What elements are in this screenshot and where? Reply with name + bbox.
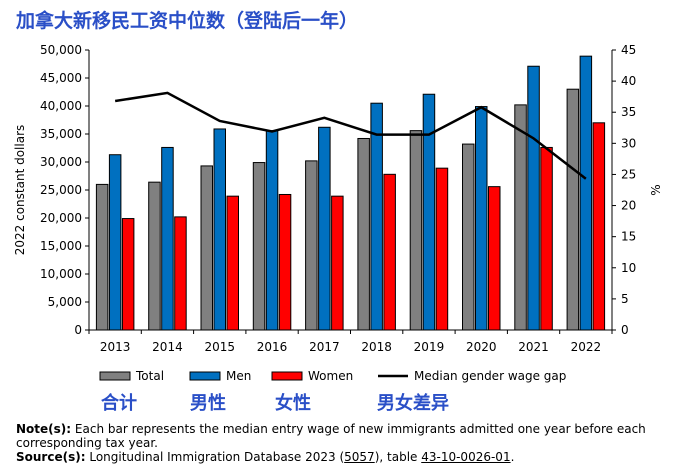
- bar-total-2017: [305, 160, 318, 331]
- source-text-1: Longitudinal Immigration Database 2023 (: [89, 450, 345, 464]
- bar-total-2022: [566, 88, 580, 331]
- legend-men-swatch: [189, 371, 221, 381]
- x-tick-label-2020: 2020: [466, 340, 497, 354]
- bar-women-2018: [383, 173, 396, 331]
- annotation-total: 合计: [101, 393, 137, 414]
- source-label: Source(s):: [16, 450, 86, 464]
- x-tick-label-2021: 2021: [518, 340, 549, 354]
- bar-women-2016: [278, 193, 292, 331]
- bar-men-2018: [370, 102, 383, 331]
- y2-tick-label-0: 0: [621, 323, 629, 337]
- bar-women-2019: [435, 167, 449, 331]
- note-line: Note(s): Each bar represents the median …: [16, 422, 661, 450]
- bar-total-2020: [462, 143, 475, 331]
- bars-group: [95, 55, 606, 331]
- bar-total-2018: [357, 137, 370, 331]
- y-tick-label-10000: 10,000: [40, 267, 82, 281]
- bar-total-2019: [409, 130, 423, 331]
- notes-block: Note(s): Each bar represents the median …: [16, 422, 661, 464]
- bar-men-2014: [161, 146, 174, 331]
- y-tick-label-45000: 45,000: [40, 71, 82, 85]
- bar-total-2014: [148, 181, 161, 331]
- source-text-3: .: [510, 450, 515, 464]
- bar-women-2022: [592, 122, 606, 331]
- chart-title: 加拿大新移民工资中位数（登陆后一年）: [16, 10, 359, 32]
- y-tick-label-40000: 40,000: [40, 99, 82, 113]
- x-tick-label-2019: 2019: [414, 340, 445, 354]
- note-label: Note(s):: [16, 422, 72, 436]
- bar-men-2020: [475, 106, 488, 331]
- y-tick-label-15000: 15,000: [40, 239, 82, 253]
- y-axis-title: 2022 constant dollars: [13, 125, 27, 256]
- y-tick-label-50000: 50,000: [40, 43, 82, 57]
- y2-tick-label-5: 5: [621, 292, 629, 306]
- y-tick-label-30000: 30,000: [40, 155, 82, 169]
- bar-men-2016: [265, 130, 279, 331]
- bar-women-2015: [226, 195, 239, 331]
- bar-men-2021: [527, 65, 540, 331]
- note-text: Each bar represents the median entry wag…: [16, 422, 646, 450]
- annotation-women: 女性: [275, 393, 311, 414]
- bar-men-2013: [108, 154, 122, 331]
- x-tick-label-2022: 2022: [571, 340, 602, 354]
- source-link-table[interactable]: 43-10-0026-01: [421, 450, 511, 464]
- legend-total-swatch: [99, 371, 131, 381]
- bar-men-2017: [318, 126, 331, 331]
- y-tick-label-5000: 5,000: [48, 295, 82, 309]
- source-text-2: ), table: [374, 450, 422, 464]
- x-tick-label-2017: 2017: [309, 340, 340, 354]
- bar-women-2017: [331, 195, 344, 331]
- y2-tick-label-40: 40: [621, 74, 636, 88]
- y-tick-label-35000: 35,000: [40, 127, 82, 141]
- y2-tick-label-25: 25: [621, 167, 636, 181]
- y-tick-label-25000: 25,000: [40, 183, 82, 197]
- y2-tick-label-35: 35: [621, 105, 636, 119]
- chart-svg: 2013 2014 2015 2016 2017 2018 2019 2020 2021 2022…: [13, 43, 663, 383]
- y-tick-label-20000: 20,000: [40, 211, 82, 225]
- gap-line-group: [114, 91, 587, 180]
- bar-men-2015: [213, 128, 226, 331]
- y2-tick-label-10: 10: [621, 261, 636, 275]
- legend-men-label: Men: [226, 369, 251, 383]
- x-tick-label-2016: 2016: [257, 340, 288, 354]
- bar-women-2014: [174, 216, 187, 331]
- y2-tick-label-15: 15: [621, 230, 636, 244]
- bar-women-2020: [488, 186, 501, 331]
- y2-tick-label-20: 20: [621, 199, 636, 213]
- bar-total-2013: [95, 183, 109, 331]
- x-tick-label-2013: 2013: [100, 340, 131, 354]
- legend-women-swatch: [271, 371, 303, 381]
- source-link-survey[interactable]: 5057: [344, 450, 375, 464]
- legend: Total Men Women Median gender wage gap: [99, 369, 566, 383]
- axes-group: 2013 2014 2015 2016 2017 2018 2019 2020 2021 2022…: [13, 43, 663, 354]
- legend-total-label: Total: [135, 369, 164, 383]
- x-tick-label-2014: 2014: [152, 340, 183, 354]
- bar-women-2013: [121, 218, 135, 331]
- y-tick-label-0: 0: [74, 323, 82, 337]
- bar-total-2015: [200, 165, 213, 331]
- source-line: Source(s): Longitudinal Immigration Data…: [16, 450, 661, 464]
- bar-men-2022: [579, 55, 593, 331]
- line-median-gender-wage-gap: [114, 91, 587, 180]
- bar-men-2019: [422, 93, 436, 331]
- y2-axis-title: %: [649, 184, 663, 195]
- y2-tick-label-45: 45: [621, 43, 636, 57]
- annotation-men: 男性: [190, 393, 226, 414]
- bar-total-2021: [514, 104, 527, 331]
- legend-women-label: Women: [308, 369, 353, 383]
- bar-total-2016: [252, 162, 266, 331]
- bar-women-2021: [540, 146, 553, 331]
- legend-median-gender-wage-gap-label: Median gender wage gap: [414, 369, 566, 383]
- annotation-gap: 男女差异: [377, 393, 449, 414]
- y2-tick-label-30: 30: [621, 136, 636, 150]
- x-tick-label-2015: 2015: [204, 340, 235, 354]
- x-tick-label-2018: 2018: [361, 340, 392, 354]
